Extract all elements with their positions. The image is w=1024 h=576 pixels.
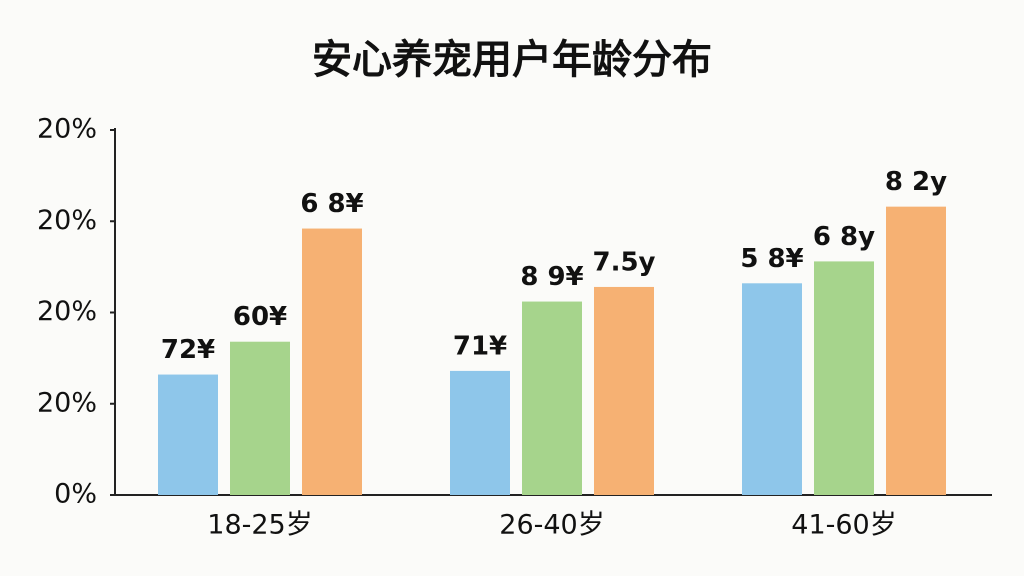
- value-label: 8 2y: [885, 167, 947, 197]
- bar: [158, 374, 218, 495]
- value-label: 6 8¥: [300, 189, 363, 219]
- value-label: 8 9¥: [520, 262, 583, 292]
- bar: [230, 341, 290, 495]
- bar: [594, 286, 654, 495]
- y-tick-label: 20%: [37, 205, 97, 236]
- x-tick-label: 41-60岁: [791, 510, 896, 541]
- y-tick-label: 0%: [54, 479, 97, 510]
- chart-title: 安心养宠用户年龄分布: [312, 37, 712, 83]
- y-tick-label: 20%: [37, 114, 97, 145]
- bar: [522, 301, 582, 495]
- value-label: 71¥: [453, 331, 507, 361]
- bar: [450, 370, 510, 495]
- x-tick-label: 18-25岁: [207, 510, 312, 541]
- value-label: 6 8y: [813, 222, 875, 252]
- value-label: 7.5y: [592, 247, 655, 277]
- bar: [886, 206, 946, 495]
- value-label: 60¥: [233, 302, 287, 332]
- value-label: 72¥: [161, 335, 215, 365]
- x-tick-label: 26-40岁: [499, 510, 604, 541]
- y-tick-label: 20%: [37, 296, 97, 327]
- value-label: 5 8¥: [740, 244, 803, 274]
- bar: [302, 228, 362, 496]
- y-tick-label: 20%: [37, 387, 97, 418]
- bar: [742, 283, 802, 495]
- bar: [814, 261, 874, 495]
